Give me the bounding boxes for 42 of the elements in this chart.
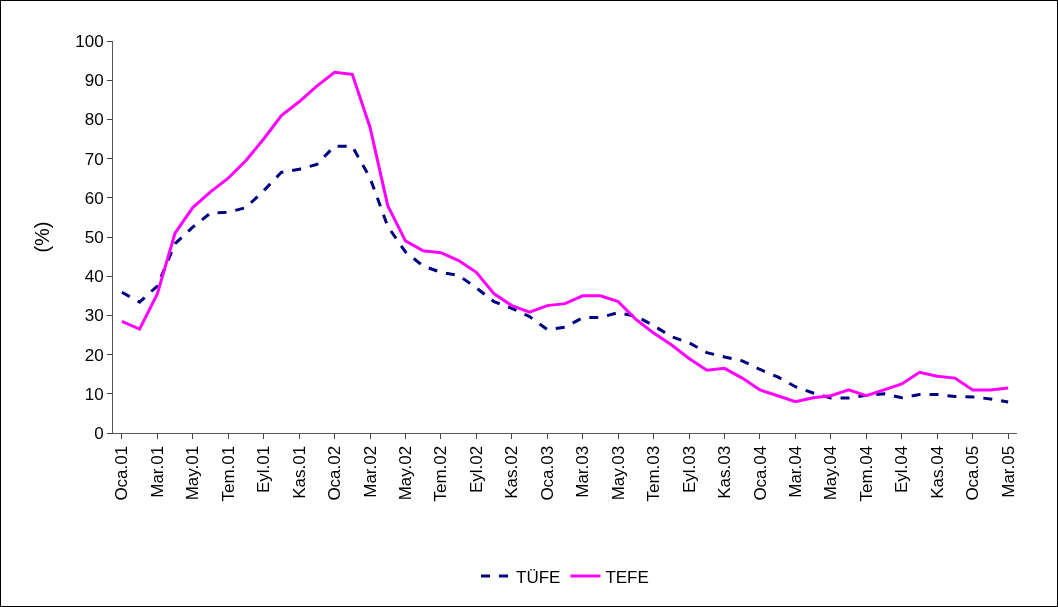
x-tick-label: Mar.01 — [147, 445, 167, 498]
x-tick-label: Kas.04 — [927, 445, 947, 499]
line-series — [120, 70, 1010, 404]
x-tick-label: May.01 — [183, 445, 203, 501]
y-tick-label: 40 — [84, 267, 104, 287]
x-tick-label: Kas.03 — [715, 445, 735, 499]
x-tick-label: Oca.01 — [112, 445, 132, 501]
x-tick-label: Eyl.03 — [679, 445, 699, 494]
x-tick-label: Oca.02 — [325, 445, 345, 501]
y-tick-label: 20 — [84, 345, 104, 365]
x-tick-label: Oca.05 — [963, 445, 983, 501]
y-tick-label: 10 — [84, 384, 104, 404]
x-tick-label: May.04 — [821, 445, 841, 501]
x-tick-label: Eyl.04 — [892, 445, 912, 494]
legend-label: TÜFE — [516, 567, 561, 587]
x-tick-label: May.02 — [395, 445, 415, 501]
x-tick-label: Kas.01 — [289, 445, 309, 499]
y-tick-label: 90 — [84, 71, 104, 91]
x-tick-label: Mar.04 — [785, 445, 805, 498]
x-tick-label: Mar.02 — [360, 445, 380, 498]
x-tick-label: Tem.03 — [644, 445, 664, 502]
x-tick-label: Tem.02 — [431, 445, 451, 502]
x-tick-label: Oca.04 — [750, 445, 770, 501]
line-series — [120, 144, 1010, 404]
y-tick-label: 80 — [84, 110, 104, 130]
x-tick-label: Kas.02 — [502, 445, 522, 499]
x-tick-label: Tem.04 — [856, 445, 876, 502]
y-tick-label: 100 — [75, 31, 104, 51]
y-tick-label: 60 — [84, 188, 104, 208]
y-tick-label: 70 — [84, 149, 104, 169]
x-tick-label: Mar.03 — [573, 445, 593, 498]
x-tick-label: Eyl.01 — [254, 445, 274, 494]
x-tick-label: Mar.05 — [998, 445, 1018, 498]
y-tick-label: 30 — [84, 306, 104, 326]
x-tick-label: Tem.01 — [218, 445, 238, 502]
x-tick-label: Eyl.02 — [466, 445, 486, 494]
y-axis-title: (%) — [30, 221, 53, 253]
y-tick-label: 50 — [84, 227, 104, 247]
x-tick-label: May.03 — [608, 445, 628, 501]
x-tick-label: Oca.03 — [537, 445, 557, 501]
y-tick-label: 0 — [94, 423, 104, 443]
legend-label: TEFE — [605, 567, 649, 587]
